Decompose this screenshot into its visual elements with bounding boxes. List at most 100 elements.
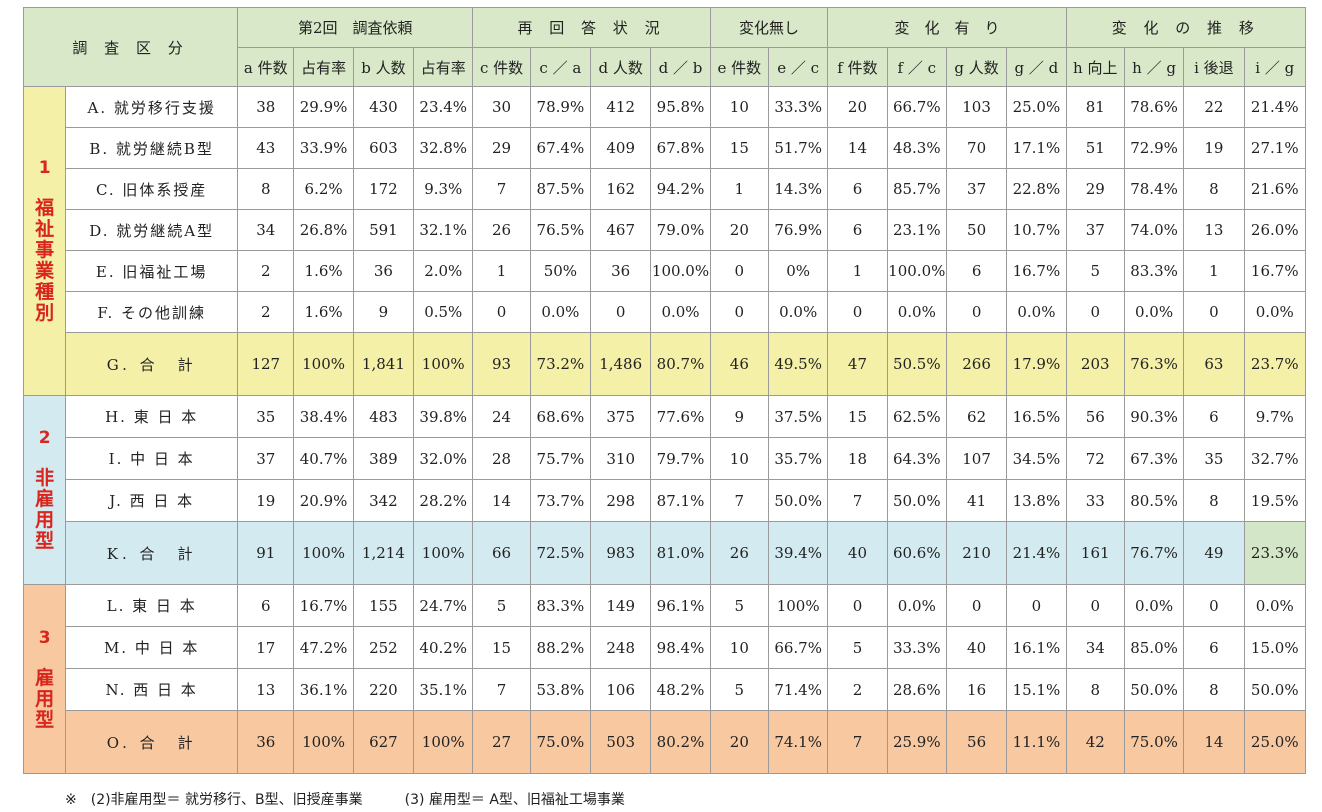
table-cell: 7 — [709, 479, 769, 522]
table-cell: 21.4% — [1243, 86, 1307, 128]
table-cell: 0 — [1065, 584, 1125, 627]
category-group-label: 3 雇用型 — [22, 584, 67, 774]
table-cell: 32.8% — [413, 127, 474, 169]
table-cell: 75.7% — [529, 437, 592, 480]
table-cell: 38.4% — [293, 395, 354, 438]
table-cell: 16 — [945, 668, 1008, 711]
column-header: c 件数 — [472, 47, 531, 87]
table-cell: 0.0% — [1123, 584, 1185, 627]
table-cell: 100% — [413, 710, 474, 774]
table-cell: 66 — [472, 521, 531, 585]
table-cell: 0 — [590, 291, 652, 333]
table-cell: 6 — [945, 250, 1008, 292]
table-row: B. 就労継続B型 43 33.9% 603 32.8% 29 67.4% 409 67.8% 1… — [24, 127, 1307, 169]
table-cell: 0 — [1183, 291, 1245, 333]
table-row: 1 福祉事業種別 A. 就労移行支援 38 29.9% 430 23.4% 30 78.9% 41… — [22, 86, 1307, 396]
table-cell: 50 — [945, 209, 1008, 251]
table-cell: 67.3% — [1123, 437, 1185, 480]
table-cell: 430 — [352, 86, 415, 128]
table-cell: 23.3% — [1243, 521, 1307, 585]
category-name-char: 型 — [35, 530, 55, 552]
table-cell: 2.0% — [413, 250, 474, 292]
table-cell: 34 — [237, 209, 295, 251]
table-cell: 88.2% — [529, 626, 592, 669]
table-cell: 50.5% — [886, 332, 947, 396]
row-label: N. 西 日 本 — [65, 668, 239, 711]
table-cell: 14 — [827, 127, 888, 169]
table-cell: 100% — [293, 332, 354, 396]
table-cell: 50.0% — [767, 479, 829, 522]
table-row: D. 就労継続A型 34 26.8% 591 32.1% 26 76.5% 467 79.0% 2… — [24, 209, 1307, 251]
table-cell: 389 — [352, 437, 415, 480]
table-cell: 26.0% — [1243, 209, 1307, 251]
table-cell: 9 — [352, 291, 415, 333]
table-cell: 72.9% — [1123, 127, 1185, 169]
table-cell: 78.9% — [529, 86, 592, 128]
table-cell: 2 — [237, 291, 295, 333]
table-cell: 17.9% — [1006, 332, 1067, 396]
column-header: d ／ b — [650, 47, 711, 87]
total-label: K. 合 計 — [65, 521, 239, 585]
table-total-row: O. 合 計 36 100% 627 100% 27 75.0% 503 80.2% 20 74.1… — [24, 710, 1307, 774]
category-name-char: 非 — [35, 467, 55, 489]
table-cell: 483 — [352, 395, 415, 438]
table-cell: 48.2% — [650, 668, 711, 711]
table-cell: 83.3% — [529, 584, 592, 627]
category-name-char: 型 — [35, 708, 55, 731]
category-name-char: 福 — [35, 197, 55, 219]
table-cell: 25.0% — [1243, 710, 1307, 774]
category-name: 雇用型 — [25, 667, 65, 731]
table-cell: 85.7% — [886, 168, 947, 210]
table-cell: 0 — [709, 291, 769, 333]
table-row: 3 雇用型 L. 東 日 本 6 16.7% 155 24.7% 5 83.3% 149 96.1%… — [22, 584, 1307, 774]
table-cell: 96.1% — [650, 584, 711, 627]
table-cell: 98.4% — [650, 626, 711, 669]
table-cell: 33 — [1065, 479, 1125, 522]
header-group-trend: 変 化 の 推 移 — [1065, 7, 1307, 48]
table-row: C. 旧体系授産 8 6.2% 172 9.3% 7 87.5% 162 94.2% 1 14.3%… — [24, 168, 1307, 210]
table-cell: 26 — [709, 521, 769, 585]
survey-results-table: 調 査 区 分 第2回 調査依頼 再 回 答 状 況 変化無し 変 化 有 り … — [22, 7, 1307, 774]
table-cell: 1.6% — [293, 250, 354, 292]
table-cell: 155 — [352, 584, 415, 627]
table-cell: 14.3% — [767, 168, 829, 210]
table-cell: 0 — [709, 250, 769, 292]
table-cell: 77.6% — [650, 395, 711, 438]
row-label: A. 就労移行支援 — [65, 86, 239, 128]
table-cell: 80.2% — [650, 710, 711, 774]
table-cell: 0.0% — [650, 291, 711, 333]
table-cell: 6 — [1183, 626, 1245, 669]
table-cell: 0 — [945, 584, 1008, 627]
header-row-groups: 調 査 区 分 第2回 調査依頼 再 回 答 状 況 変化無し 変 化 有 り … — [22, 7, 1307, 87]
table-cell: 8 — [1065, 668, 1125, 711]
table-cell: 24.7% — [413, 584, 474, 627]
row-label: M. 中 日 本 — [65, 626, 239, 669]
table-cell: 80.5% — [1123, 479, 1185, 522]
category-number: 2 — [38, 428, 51, 448]
table-cell: 75.0% — [1123, 710, 1185, 774]
table-cell: 17 — [237, 626, 295, 669]
table-cell: 75.0% — [529, 710, 592, 774]
table-row: 2 非雇用型 H. 東 日 本 35 38.4% 483 39.8% 24 68.6% 375 77… — [22, 395, 1307, 585]
column-header: i ／ g — [1243, 47, 1307, 87]
table-cell: 1,214 — [352, 521, 415, 585]
table-row: M. 中 日 本 17 47.2% 252 40.2% 15 88.2% 248 98.4% 10… — [24, 626, 1307, 669]
category-name-char: 種 — [35, 281, 55, 303]
table-cell: 78.6% — [1123, 86, 1185, 128]
table-total-row: K. 合 計 91 100% 1,214 100% 66 72.5% 983 81.0% 26 39… — [24, 521, 1307, 585]
table-cell: 15.1% — [1006, 668, 1067, 711]
row-label: E. 旧福祉工場 — [65, 250, 239, 292]
table-cell: 0.0% — [886, 584, 947, 627]
table-cell: 2 — [827, 668, 888, 711]
table-cell: 10 — [709, 437, 769, 480]
table-cell: 42 — [1065, 710, 1125, 774]
column-header: 占有率 — [413, 47, 474, 87]
table-row: F. その他訓練 2 1.6% 9 0.5% 0 0.0% 0 0.0% 0 0.0% 0 0.0% 0 0… — [24, 291, 1307, 333]
table-cell: 203 — [1065, 332, 1125, 396]
table-row: N. 西 日 本 13 36.1% 220 35.1% 7 53.8% 106 48.2% 5 71… — [24, 668, 1307, 711]
table-cell: 19.5% — [1243, 479, 1307, 522]
table-cell: 60.6% — [886, 521, 947, 585]
table-cell: 34.5% — [1006, 437, 1067, 480]
table-cell: 73.2% — [529, 332, 592, 396]
table-cell: 412 — [590, 86, 652, 128]
